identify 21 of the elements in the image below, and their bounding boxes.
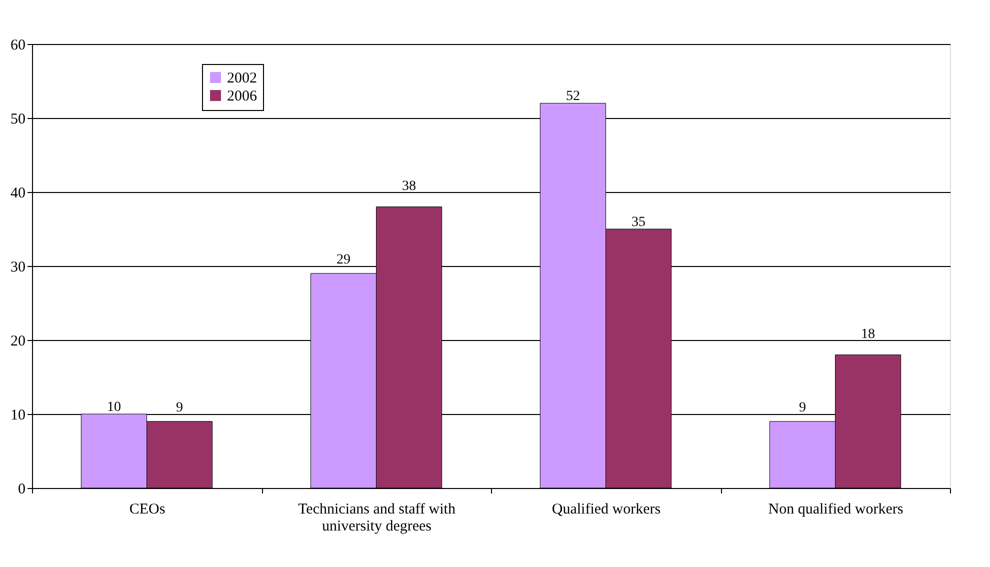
x-tick-label: CEOs xyxy=(129,502,166,518)
data-label: 10 xyxy=(106,400,121,415)
y-tick-label: 30 xyxy=(10,260,26,276)
data-label: 9 xyxy=(798,400,806,416)
legend-label: 2002 xyxy=(227,70,257,86)
data-label: 9 xyxy=(176,400,184,416)
y-tick-label: 0 xyxy=(18,482,26,498)
legend-label: 2006 xyxy=(227,88,258,104)
x-tick-label: Qualified workers xyxy=(552,502,661,518)
x-tick-label: Technicians and staff with university degrees xyxy=(298,502,456,534)
y-tick-label: 10 xyxy=(10,408,26,424)
data-label: 18 xyxy=(861,326,876,342)
data-label: 38 xyxy=(402,178,416,194)
data-label: 52 xyxy=(566,89,580,104)
y-tick-label: 20 xyxy=(10,334,26,350)
y-tick-label: 60 xyxy=(10,38,26,54)
y-tick-label: 40 xyxy=(10,186,26,202)
x-tick-label: Non qualified workers xyxy=(768,502,904,518)
data-label: 35 xyxy=(632,215,646,230)
data-label: 29 xyxy=(336,252,350,268)
y-tick-label: 50 xyxy=(10,112,26,128)
